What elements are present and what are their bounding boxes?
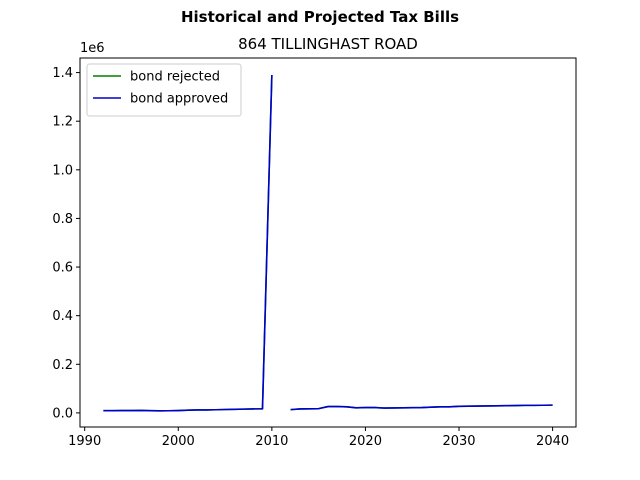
legend: bond rejected bond approved [86,63,242,117]
y-tick-label: 1.0 [52,163,73,178]
x-tick-label: 2000 [162,434,195,449]
legend-box [86,63,242,117]
x-tick-label: 2020 [349,434,382,449]
x-tick-label: 2040 [536,434,569,449]
y-tick-label: 0.0 [52,406,73,421]
y-offset-label: 1e6 [80,41,105,56]
y-tick-label: 1.4 [52,66,73,81]
y-axis: 0.0 0.2 0.4 0.6 0.8 1.0 1.2 1.4 [52,66,80,421]
chart-title: 864 TILLINGHAST ROAD [238,35,418,53]
x-tick-label: 2010 [255,434,288,449]
x-tick-label: 1990 [68,434,101,449]
chart-suptitle: Historical and Projected Tax Bills [181,8,459,26]
y-tick-label: 0.2 [52,358,73,373]
series-line-bond-approved [103,74,273,412]
series-layer [103,74,553,412]
series-line-bond-approved [290,404,553,411]
y-tick-label: 0.6 [52,261,73,276]
x-axis: 1990 2000 2010 2020 2030 2040 [68,427,569,449]
y-tick-label: 1.2 [52,115,73,130]
legend-label: bond approved [130,92,228,107]
plot-area [80,58,576,427]
x-tick-label: 2030 [442,434,475,449]
y-tick-label: 0.4 [52,309,73,324]
legend-label: bond rejected [130,70,220,85]
plot-frame [79,57,577,428]
y-tick-label: 0.8 [52,212,73,227]
